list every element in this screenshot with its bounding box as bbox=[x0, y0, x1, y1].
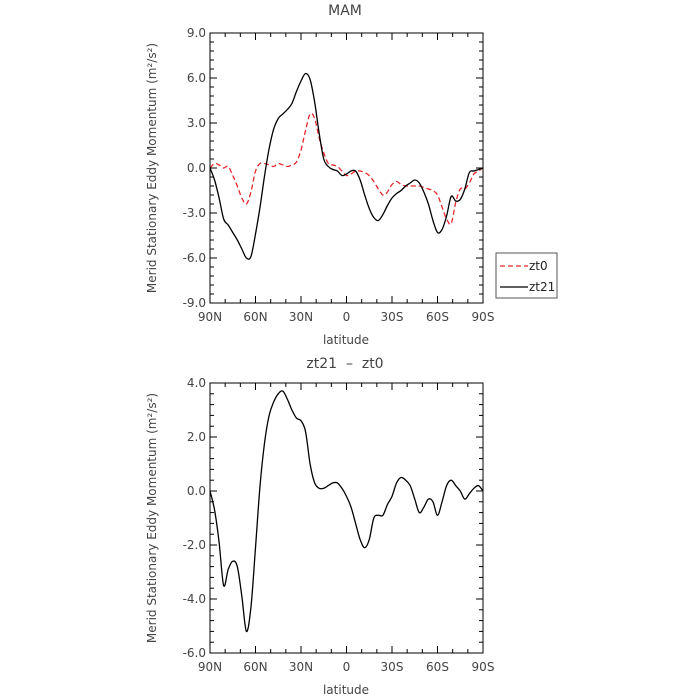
panel-bottom-y-tick-label: -4.0 bbox=[183, 592, 206, 606]
legend: zt0 zt21 bbox=[495, 252, 558, 299]
panel-top-y-tick-label: 9.0 bbox=[187, 26, 206, 40]
legend-zt21-label: zt21 bbox=[529, 280, 555, 294]
panel-top-y-tick-label: -6.0 bbox=[183, 251, 206, 265]
panel-top-series-zt0-line bbox=[209, 112, 484, 225]
panel-top-x-tick-label: 60S bbox=[426, 310, 449, 324]
panel-top-x-tick-label: 90S bbox=[472, 310, 495, 324]
panel-bottom-y-tick-label: 2.0 bbox=[187, 430, 206, 444]
panel-top-y-tick-label: 0.0 bbox=[187, 161, 206, 175]
panel-top-x-tick-label: 90N bbox=[198, 310, 222, 324]
panel-bottom-x-tick-label: 30N bbox=[289, 660, 313, 674]
panel-bottom-x-tick-label: 60N bbox=[243, 660, 267, 674]
panel-bottom-title: zt21 – zt0 bbox=[306, 356, 383, 372]
panel-bottom-y-tick-label: 4.0 bbox=[187, 376, 206, 390]
panel-bottom-x-tick-label: 90N bbox=[198, 660, 222, 674]
panel-bottom-y-tick-label: -2.0 bbox=[183, 538, 206, 552]
panel-top-ticks: -9.0 -6.0 -3.0 0.0 3.0 6.0 9.0 90N 60N 30N 0 30S 60S… bbox=[183, 26, 495, 324]
panel-top-x-axis-label: latitude bbox=[323, 333, 369, 347]
panel-top-y-tick-label: 6.0 bbox=[187, 71, 206, 85]
panel-top: MAM -9.0 -6.0 -3.0 0.0 3.0 6.0 9.0 90N 60N 30N 0 30… bbox=[145, 3, 558, 347]
panel-bottom-x-tick-label: 0 bbox=[343, 660, 351, 674]
panel-top-plot-area bbox=[209, 72, 484, 260]
panel-top-y-tick-label: -9.0 bbox=[183, 296, 206, 310]
panel-top-x-tick-label: 30N bbox=[289, 310, 313, 324]
panel-bottom-y-axis-label: Merid Stationary Eddy Momentum (m²/s²) bbox=[145, 393, 159, 643]
panel-bottom-x-tick-label: 90S bbox=[472, 660, 495, 674]
panel-top-title: MAM bbox=[328, 3, 362, 19]
panel-top-y-tick-label: -3.0 bbox=[183, 206, 206, 220]
legend-zt0-label: zt0 bbox=[529, 259, 548, 273]
panel-bottom-y-tick-label: 0.0 bbox=[187, 484, 206, 498]
panel-top-x-tick-label: 0 bbox=[343, 310, 351, 324]
panel-top-y-tick-label: 3.0 bbox=[187, 116, 206, 130]
panel-top-x-tick-label: 30S bbox=[381, 310, 404, 324]
panel-top-frame bbox=[209, 32, 484, 304]
panel-bottom-series-line0-line bbox=[209, 390, 484, 633]
panel-top-x-tick-label: 60N bbox=[243, 310, 267, 324]
panel-top-series-zt21-line bbox=[209, 72, 484, 260]
panel-bottom-plot-area bbox=[209, 390, 484, 633]
panel-bottom-x-tick-label: 60S bbox=[426, 660, 449, 674]
legend-box bbox=[495, 252, 558, 299]
panel-top-y-axis-label: Merid Stationary Eddy Momentum (m²/s²) bbox=[145, 43, 159, 293]
panel-bottom-ticks: -6.0 -4.0 -2.0 0.0 2.0 4.0 90N 60N 30N 0 30S 60S 90S bbox=[183, 376, 495, 674]
panel-bottom-x-axis-label: latitude bbox=[323, 683, 369, 697]
panel-bottom: zt21 – zt0 -6.0 -4.0 -2.0 0.0 2.0 4.0 90N 60N 30… bbox=[145, 356, 494, 697]
panel-bottom-y-tick-label: -6.0 bbox=[183, 646, 206, 660]
panel-bottom-x-tick-label: 30S bbox=[381, 660, 404, 674]
